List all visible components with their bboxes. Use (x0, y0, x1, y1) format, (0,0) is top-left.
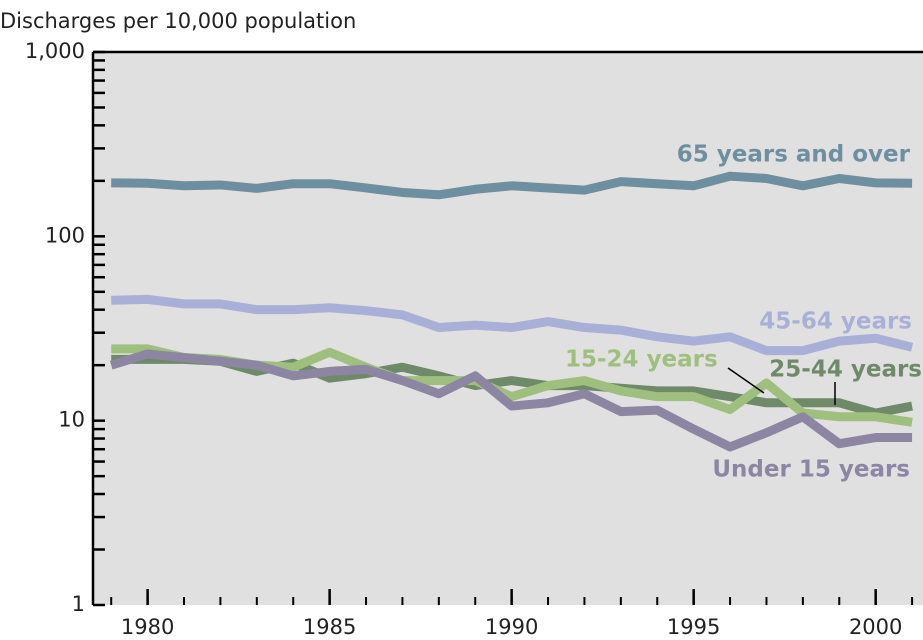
x-tick-label: 1985 (303, 615, 356, 639)
y-tick-label: 1 (72, 592, 85, 616)
y-tick-label: 100 (45, 223, 85, 247)
x-tick-label: 1980 (121, 615, 174, 639)
x-tick-label: 1995 (667, 615, 720, 639)
series-line (111, 294, 914, 356)
series-line (109, 349, 913, 452)
y-axis-label: Discharges per 10,000 population (0, 9, 356, 33)
series-label: 65 years and over (677, 142, 911, 168)
y-tick-label: 10 (58, 408, 85, 432)
y-tick-label: 1,000 (25, 39, 85, 63)
series-label: Under 15 years (712, 457, 910, 483)
series-label: 15-24 years (565, 347, 718, 373)
x-tick-label: 2000 (849, 615, 902, 639)
series-label: 25-44 years (769, 357, 922, 383)
series-line (111, 171, 913, 200)
x-tick-label: 1990 (485, 615, 538, 639)
leader-line (727, 367, 765, 394)
series-label: 45-64 years (759, 309, 912, 335)
